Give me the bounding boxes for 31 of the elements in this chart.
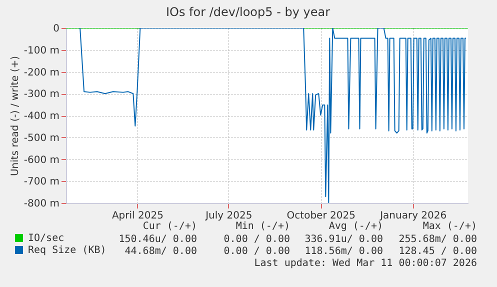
text: Last update: Wed Mar 11 00:00:07 2026 [254, 258, 477, 269]
y-tick-label: -100 m [24, 45, 60, 56]
y-axis-title: Units read (-) / write (+) [10, 56, 21, 176]
text: 44.68m/ 0.00 [124, 246, 197, 257]
legend-label: Req Size (KB) [28, 245, 106, 256]
x-tick-label: January 2026 [379, 210, 447, 222]
x-tick-label: July 2025 [204, 210, 252, 222]
text: 150.46u/ 0.00 [118, 234, 197, 245]
y-tick-label: -200 m [24, 67, 60, 78]
text: Min (-/+) [236, 221, 290, 232]
x-tick-label: April 2025 [112, 210, 164, 222]
chart-title: IOs for /dev/loop5 - by year [166, 5, 330, 19]
line-series [80, 28, 466, 203]
legend-label: IO/sec [28, 233, 64, 244]
y-tick-label: -500 m [24, 132, 60, 144]
text: Avg (-/+) [328, 221, 383, 232]
y-tick-label: -700 m [24, 176, 60, 188]
text: Cur (-/+) [142, 221, 197, 232]
x-tick-label: October 2025 [286, 210, 356, 222]
text: Max (-/+) [422, 221, 477, 232]
text: 336.91u/ 0.00 [304, 234, 383, 245]
text: 118.56m/ 0.00 [304, 246, 383, 257]
text: 128.45 / 0.00 [398, 246, 477, 257]
y-tick-label: -300 m [24, 89, 60, 100]
text: 0.00 / 0.00 [224, 234, 290, 245]
y-tick-label: -400 m [24, 111, 60, 122]
y-tick-label: -600 m [24, 154, 60, 166]
text: 255.68m/ 0.00 [398, 234, 477, 245]
y-tick-label: -800 m [24, 198, 60, 210]
y-tick-label: 0 [53, 24, 60, 34]
text: 0.00 / 0.00 [224, 246, 290, 257]
